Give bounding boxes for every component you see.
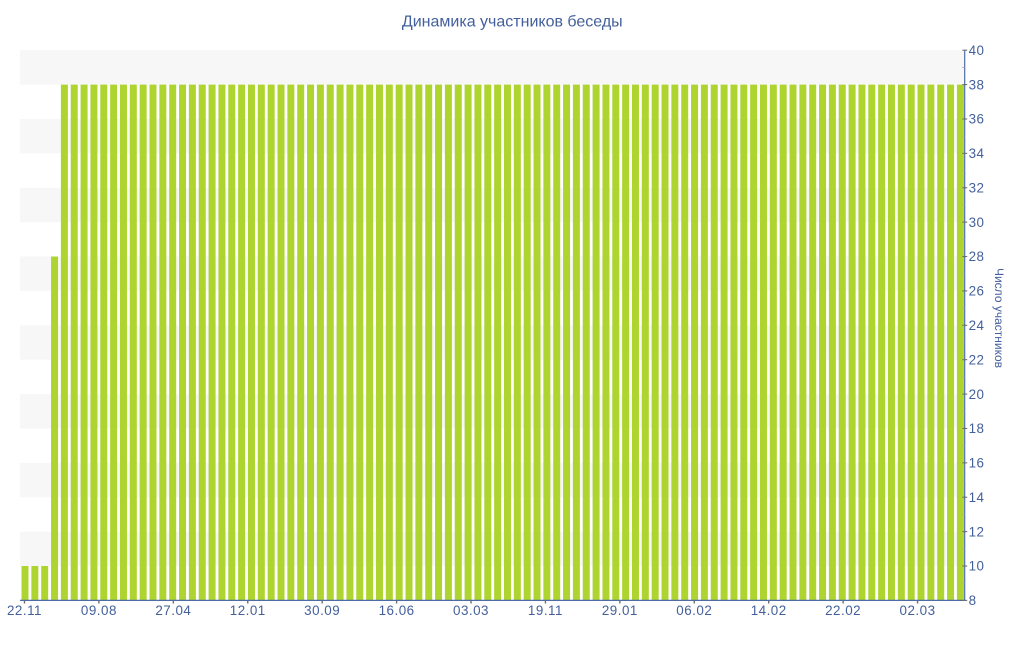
- svg-text:40: 40: [969, 43, 985, 58]
- svg-text:24: 24: [969, 318, 985, 333]
- svg-text:18: 18: [969, 421, 985, 436]
- svg-text:09.08: 09.08: [81, 603, 117, 618]
- svg-text:Динамика участников беседы: Динамика участников беседы: [402, 14, 623, 31]
- svg-text:02.03: 02.03: [900, 603, 936, 618]
- svg-text:30: 30: [969, 215, 985, 230]
- svg-text:12.01: 12.01: [230, 603, 266, 618]
- svg-text:12: 12: [969, 524, 985, 539]
- svg-text:22: 22: [969, 352, 985, 367]
- svg-text:06.02: 06.02: [676, 603, 712, 618]
- svg-text:30.09: 30.09: [304, 603, 340, 618]
- svg-text:22.11: 22.11: [7, 603, 42, 618]
- svg-text:32: 32: [969, 180, 985, 195]
- svg-text:27.04: 27.04: [155, 603, 191, 618]
- svg-text:36: 36: [969, 112, 985, 127]
- svg-text:14.02: 14.02: [751, 603, 787, 618]
- svg-text:26: 26: [969, 284, 985, 299]
- svg-text:28: 28: [969, 249, 985, 264]
- svg-text:20: 20: [969, 387, 985, 402]
- svg-text:03.03: 03.03: [453, 603, 489, 618]
- svg-text:Число участников: Число участников: [992, 268, 1006, 368]
- svg-text:29.01: 29.01: [602, 603, 638, 618]
- svg-text:16.06: 16.06: [379, 603, 415, 618]
- svg-text:38: 38: [969, 77, 985, 92]
- svg-text:14: 14: [969, 490, 985, 505]
- svg-text:10: 10: [969, 559, 985, 574]
- svg-text:8: 8: [969, 593, 977, 608]
- svg-text:16: 16: [969, 456, 985, 471]
- svg-text:22.02: 22.02: [825, 603, 861, 618]
- svg-text:34: 34: [969, 146, 985, 161]
- svg-text:19.11: 19.11: [528, 603, 563, 618]
